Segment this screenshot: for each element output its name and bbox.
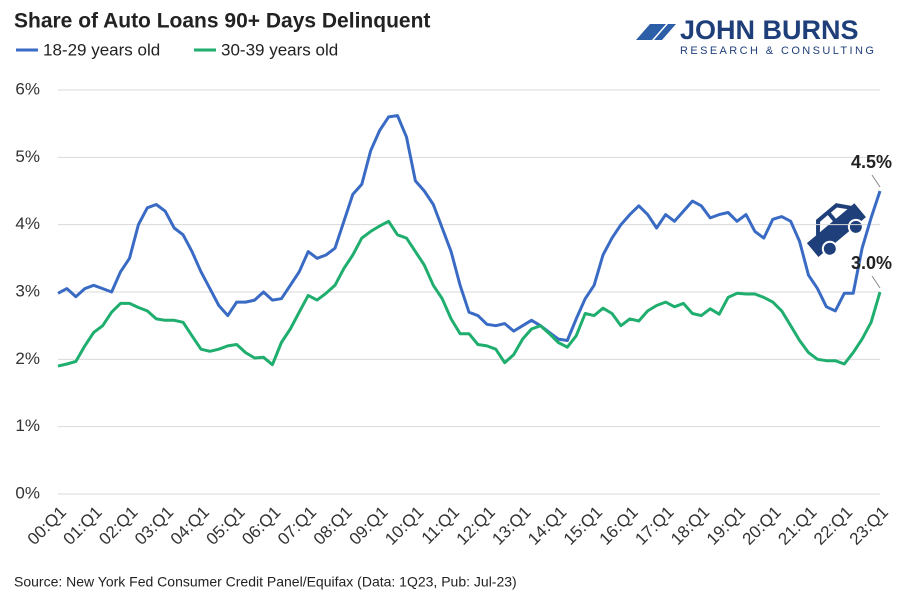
x-tick-label: 06:Q1 — [238, 503, 284, 549]
x-tick-label: 09:Q1 — [345, 503, 391, 549]
x-tick-label: 16:Q1 — [596, 503, 642, 549]
data-label: 4.5% — [851, 152, 892, 172]
chart-title: Share of Auto Loans 90+ Days Delinquent — [14, 10, 430, 33]
x-tick-label: 15:Q1 — [560, 503, 606, 549]
y-tick-label: 2% — [15, 349, 40, 368]
logo-tagline: RESEARCH & CONSULTING — [680, 45, 876, 57]
car-icon — [806, 203, 866, 257]
data-label: 3.0% — [851, 253, 892, 273]
x-tick-label: 21:Q1 — [774, 503, 820, 549]
x-tick-label: 22:Q1 — [810, 503, 856, 549]
x-tick-label: 03:Q1 — [131, 503, 177, 549]
x-tick-label: 01:Q1 — [60, 503, 106, 549]
x-tick-label: 07:Q1 — [274, 503, 320, 549]
x-tick-label: 04:Q1 — [167, 503, 213, 549]
logo-mark — [636, 24, 676, 40]
x-tick-label: 23:Q1 — [846, 503, 892, 549]
x-tick-label: 18:Q1 — [667, 503, 713, 549]
y-tick-label: 1% — [15, 416, 40, 435]
x-tick-label: 20:Q1 — [739, 503, 785, 549]
x-tick-label: 10:Q1 — [381, 503, 427, 549]
x-tick-label: 00:Q1 — [24, 503, 70, 549]
x-tick-label: 17:Q1 — [631, 503, 677, 549]
x-tick-label: 05:Q1 — [203, 503, 249, 549]
source: Source: New York Fed Consumer Credit Pan… — [14, 574, 517, 590]
y-tick-label: 3% — [15, 281, 40, 300]
x-tick-label: 13:Q1 — [488, 503, 534, 549]
x-tick-label: 08:Q1 — [310, 503, 356, 549]
label-leader — [871, 275, 881, 289]
x-tick-label: 12:Q1 — [453, 503, 499, 549]
y-tick-label: 0% — [15, 483, 40, 502]
series-line — [57, 219, 882, 368]
legend-label: 30-39 years old — [221, 40, 338, 59]
legend-label: 18-29 years old — [43, 40, 160, 59]
x-tick-label: 19:Q1 — [703, 503, 749, 549]
y-tick-label: 4% — [15, 214, 40, 233]
series-line — [57, 114, 882, 342]
x-tick-label: 14:Q1 — [524, 503, 570, 549]
y-tick-label: 6% — [15, 79, 40, 98]
label-leader — [871, 174, 881, 188]
y-tick-label: 5% — [15, 147, 40, 166]
x-tick-label: 11:Q1 — [418, 503, 463, 548]
logo: JOHN BURNS RESEARCH & CONSULTING — [636, 15, 876, 57]
x-tick-label: 02:Q1 — [95, 503, 141, 549]
logo-name: JOHN BURNS — [680, 15, 859, 45]
